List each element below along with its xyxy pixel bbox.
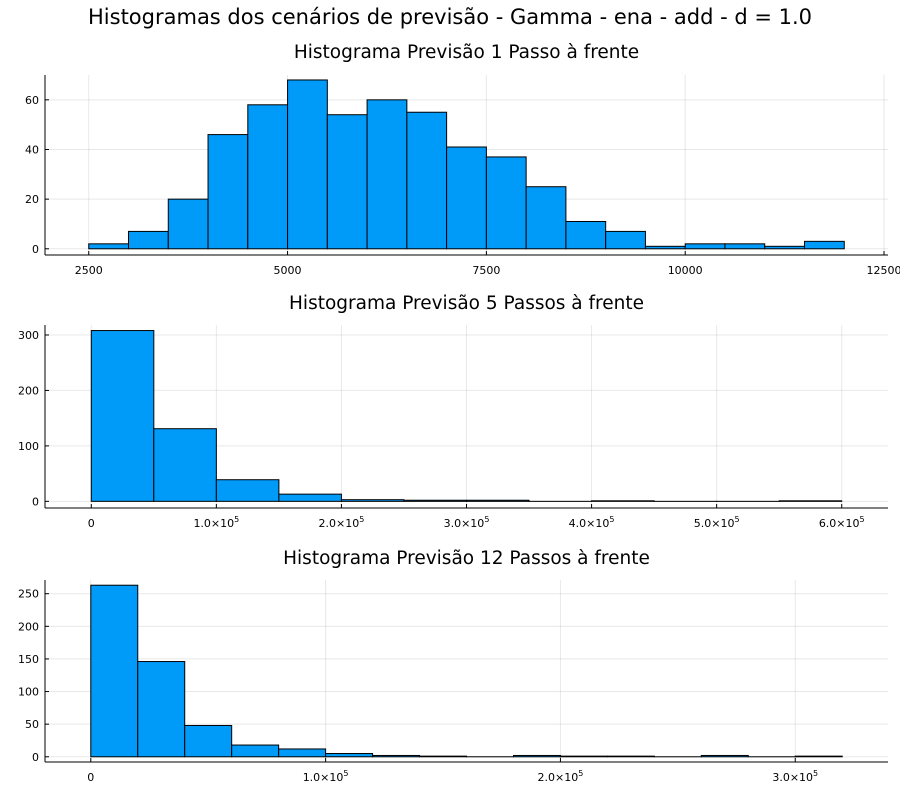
histogram-bar bbox=[153, 428, 217, 502]
histogram-bar bbox=[559, 755, 608, 758]
x-tick-label: 4.0×105 bbox=[569, 515, 615, 530]
histogram-bar bbox=[605, 230, 646, 250]
x-tick-label: 3.0×105 bbox=[444, 515, 490, 530]
x-tick-label: 1.0×105 bbox=[193, 515, 239, 530]
histogram-bar bbox=[90, 584, 139, 758]
histogram-bar bbox=[128, 230, 169, 250]
histogram-panel-2: Histograma Previsão 5 Passos à frente 0 10… bbox=[18, 293, 888, 530]
y-tick-label: 0 bbox=[32, 243, 39, 256]
y-tick-label: 50 bbox=[25, 718, 39, 731]
histogram-bar bbox=[366, 99, 408, 250]
y-tick-label: 0 bbox=[32, 495, 39, 508]
y-tick-label: 100 bbox=[18, 686, 39, 699]
histogram-bar bbox=[724, 243, 766, 250]
x-tick-label: 0 bbox=[87, 771, 94, 784]
histogram-bar bbox=[684, 243, 726, 250]
histogram-bar bbox=[403, 499, 468, 502]
histogram-bar bbox=[446, 146, 487, 250]
histogram-bar bbox=[591, 500, 655, 502]
figure-title: Histogramas dos cenários de previsão - G… bbox=[88, 5, 812, 29]
histogram-bar bbox=[565, 220, 607, 250]
histogram-bar bbox=[644, 245, 686, 250]
histogram-bar bbox=[406, 111, 448, 250]
y-tick-label: 300 bbox=[18, 329, 39, 342]
histogram-bar bbox=[325, 753, 374, 758]
histogram-bar bbox=[372, 754, 421, 758]
histogram-bar bbox=[512, 754, 561, 758]
panel-title: Histograma Previsão 5 Passos à frente bbox=[289, 293, 644, 314]
histogram-bar bbox=[803, 240, 845, 250]
panel-title: Histograma Previsão 12 Passos à frente bbox=[283, 548, 650, 569]
histogram-bar bbox=[278, 493, 342, 502]
x-tick-label: 2.0×105 bbox=[538, 769, 584, 784]
x-tick-label: 12500 bbox=[867, 264, 900, 277]
y-tick-label: 20 bbox=[25, 193, 39, 206]
y-tick-label: 60 bbox=[25, 94, 39, 107]
histogram-bar bbox=[794, 755, 843, 758]
x-tick-label: 5000 bbox=[274, 264, 302, 277]
histogram-bar bbox=[88, 243, 130, 250]
y-tick-label: 40 bbox=[25, 143, 39, 156]
histogram-bar bbox=[184, 724, 233, 758]
histogram-bar bbox=[287, 79, 328, 250]
histogram-bar bbox=[137, 661, 186, 758]
histogram-bar bbox=[778, 500, 843, 502]
histogram-bar bbox=[700, 754, 749, 758]
y-tick-label: 150 bbox=[18, 653, 39, 666]
histogram-bar bbox=[278, 748, 327, 758]
histogram-bar bbox=[215, 479, 280, 502]
histogram-bar bbox=[419, 755, 468, 758]
histogram-bar bbox=[167, 198, 209, 250]
x-tick-label: 7500 bbox=[472, 264, 500, 277]
histogram-bar bbox=[326, 114, 368, 250]
histogram-panel-1: Histograma Previsão 1 Passo à frente 0 20 4… bbox=[25, 42, 900, 277]
x-tick-label: 2500 bbox=[75, 264, 103, 277]
histogram-bar bbox=[606, 755, 655, 758]
x-tick-label: 10000 bbox=[668, 264, 703, 277]
histogram-bar bbox=[207, 134, 249, 250]
histogram-bar bbox=[764, 245, 805, 250]
x-tick-label: 1.0×105 bbox=[303, 769, 349, 784]
histogram-bar bbox=[90, 330, 155, 502]
histogram-panel-3: Histograma Previsão 12 Passos à frente 0 5… bbox=[18, 548, 888, 784]
y-tick-label: 100 bbox=[18, 440, 39, 453]
histogram-bar bbox=[485, 156, 527, 250]
x-tick-label: 5.0×105 bbox=[694, 515, 740, 530]
x-tick-label: 2.0×105 bbox=[319, 515, 365, 530]
histogram-bar bbox=[340, 499, 405, 502]
histogram-bar bbox=[525, 186, 567, 250]
histogram-bar bbox=[247, 104, 289, 250]
x-tick-label: 6.0×105 bbox=[819, 515, 865, 530]
y-tick-label: 0 bbox=[32, 751, 39, 764]
y-tick-label: 200 bbox=[18, 384, 39, 397]
histogram-bar bbox=[466, 499, 530, 502]
x-tick-label: 0 bbox=[88, 517, 95, 530]
panel-title: Histograma Previsão 1 Passo à frente bbox=[294, 42, 639, 63]
y-tick-label: 250 bbox=[18, 588, 39, 601]
y-tick-label: 200 bbox=[18, 620, 39, 633]
histogram-bar bbox=[231, 744, 280, 758]
x-tick-label: 3.0×105 bbox=[772, 769, 818, 784]
